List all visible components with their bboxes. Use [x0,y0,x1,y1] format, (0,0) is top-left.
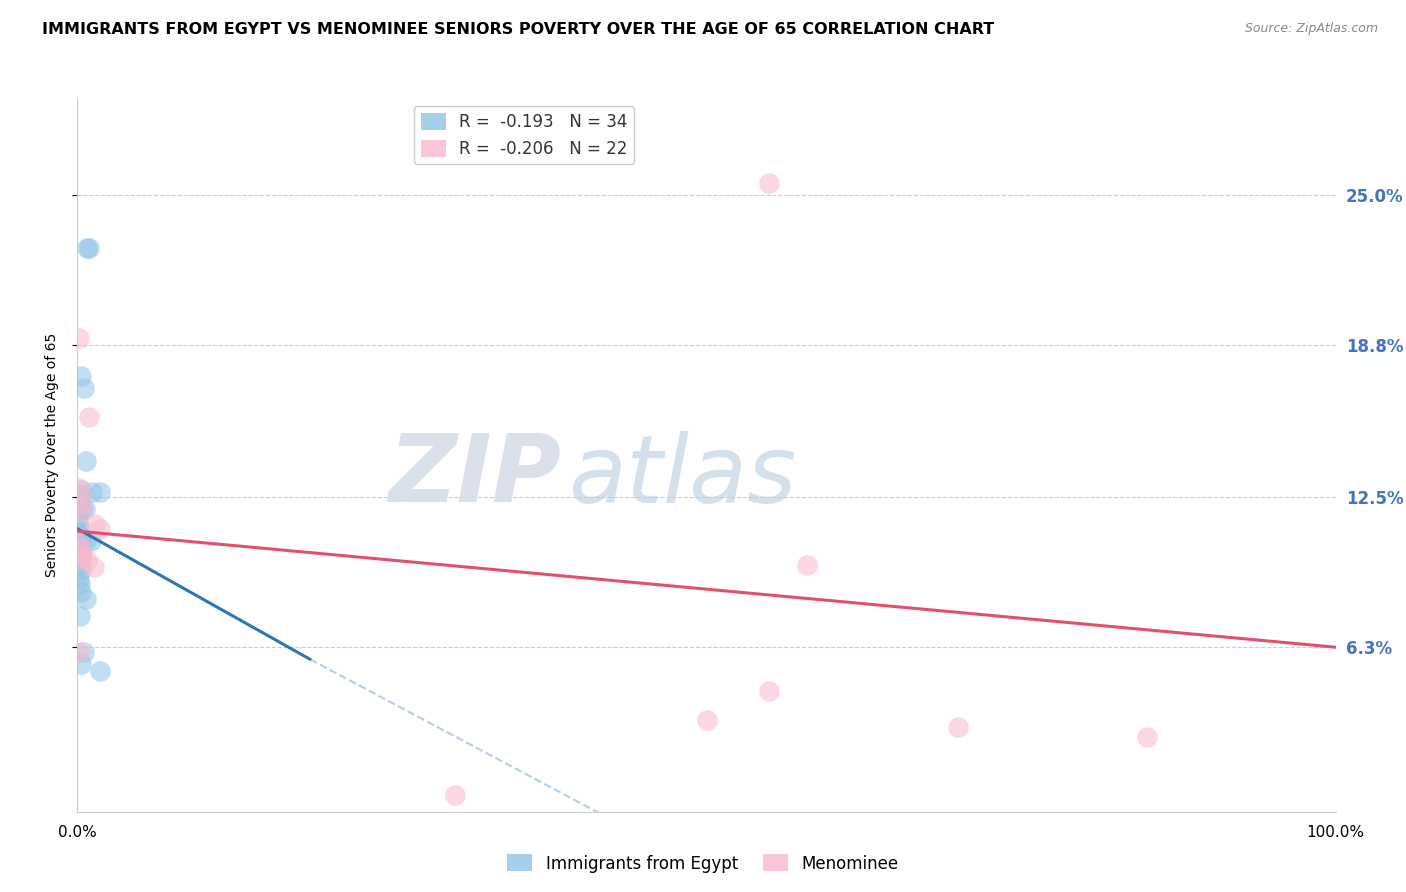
Point [70,657,93,672]
Y-axis label: Seniors Poverty Over the Age of 65: Seniors Poverty Over the Age of 65 [45,333,59,577]
Point [73,502,96,516]
Point [72,645,94,659]
Point [69,488,91,502]
Point [67,488,90,502]
Point [67,536,90,550]
Legend: R =  -0.193   N = 34, R =  -0.206   N = 22: R = -0.193 N = 34, R = -0.206 N = 22 [413,106,634,164]
Point [75,454,97,468]
Point [89,665,111,679]
Point [76,241,98,255]
Point [77,410,100,425]
Point [948,720,970,734]
Point [69,546,91,560]
Point [77,241,100,255]
Point [1136,730,1159,744]
Point [69,558,91,572]
Text: Source: ZipAtlas.com: Source: ZipAtlas.com [1244,22,1378,36]
Point [66,515,89,529]
Point [75,533,97,548]
Point [70,505,93,519]
Point [758,176,780,190]
Point [80,533,103,548]
Point [70,549,93,563]
Point [67,541,90,555]
Point [69,492,91,507]
Point [72,502,94,516]
Point [444,788,467,802]
Point [83,560,105,574]
Point [89,522,111,536]
Point [69,577,91,591]
Legend: Immigrants from Egypt, Menominee: Immigrants from Egypt, Menominee [501,847,905,880]
Point [72,549,94,563]
Point [70,498,93,512]
Point [67,524,90,538]
Point [69,502,91,516]
Point [70,533,93,548]
Point [76,553,98,567]
Point [67,519,90,533]
Point [82,485,104,500]
Point [72,381,94,395]
Point [796,558,818,572]
Point [75,591,97,606]
Point [70,584,93,599]
Point [67,330,90,344]
Point [89,485,111,500]
Text: IMMIGRANTS FROM EGYPT VS MENOMINEE SENIORS POVERTY OVER THE AGE OF 65 CORRELATIO: IMMIGRANTS FROM EGYPT VS MENOMINEE SENIO… [42,22,994,37]
Point [70,483,93,497]
Point [70,553,93,567]
Point [67,553,90,567]
Point [67,645,90,659]
Point [69,541,91,555]
Point [758,683,780,698]
Point [67,573,90,587]
Text: ZIP: ZIP [389,430,562,523]
Point [70,369,93,384]
Point [84,516,107,531]
Point [69,608,91,623]
Point [69,529,91,543]
Point [70,563,93,577]
Text: atlas: atlas [568,431,796,522]
Point [67,481,90,495]
Point [696,713,718,727]
